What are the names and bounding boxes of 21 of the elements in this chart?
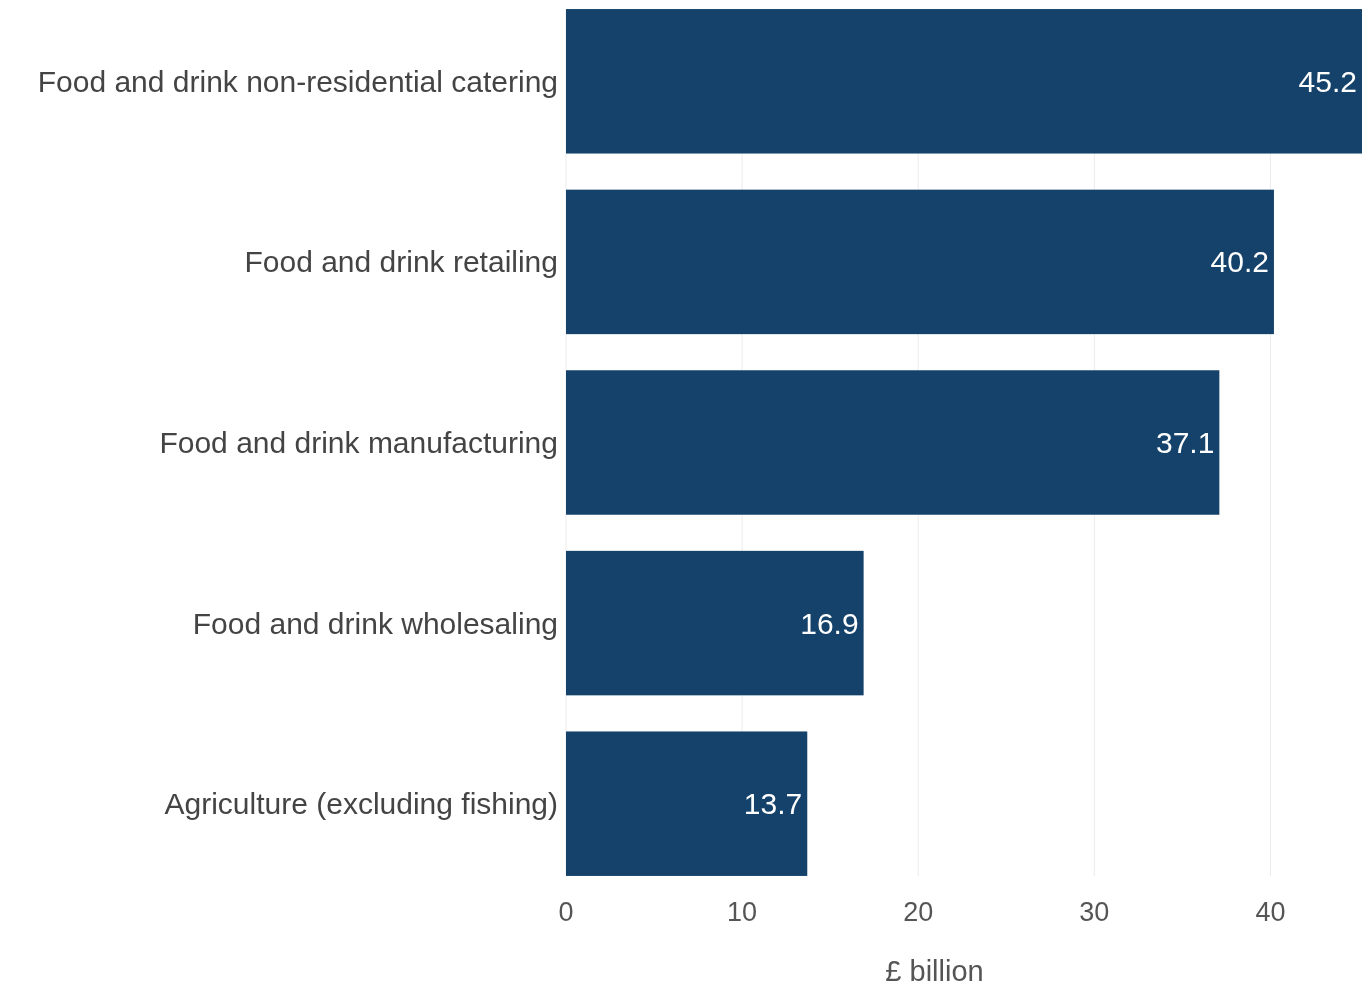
bar <box>566 731 808 876</box>
y-tick-label: Food and drink manufacturing <box>159 426 558 459</box>
data-label: 13.7 <box>743 787 803 821</box>
y-tick-label: Food and drink retailing <box>244 245 558 279</box>
data-label: 40.2 <box>1210 245 1269 279</box>
x-axis-title: £ billion <box>885 955 984 987</box>
x-tick-label: 30 <box>1079 897 1110 927</box>
bar <box>566 550 864 696</box>
data-label: 45.2 <box>1298 64 1357 98</box>
x-tick-label: 10 <box>727 897 758 927</box>
x-tick-label: 40 <box>1255 897 1286 927</box>
data-label: 37.1 <box>1155 426 1215 459</box>
x-tick-label: 0 <box>558 897 574 927</box>
x-tick-label: 20 <box>903 897 934 927</box>
y-tick-label: Food and drink wholesaling <box>192 606 558 640</box>
y-tick-label: Agriculture (excluding fishing) <box>164 787 558 821</box>
y-tick-label: Food and drink non-residential catering <box>37 64 558 98</box>
bar <box>566 189 1274 335</box>
bar <box>566 370 1220 515</box>
data-label: 16.9 <box>800 606 859 640</box>
bar <box>566 9 1362 154</box>
